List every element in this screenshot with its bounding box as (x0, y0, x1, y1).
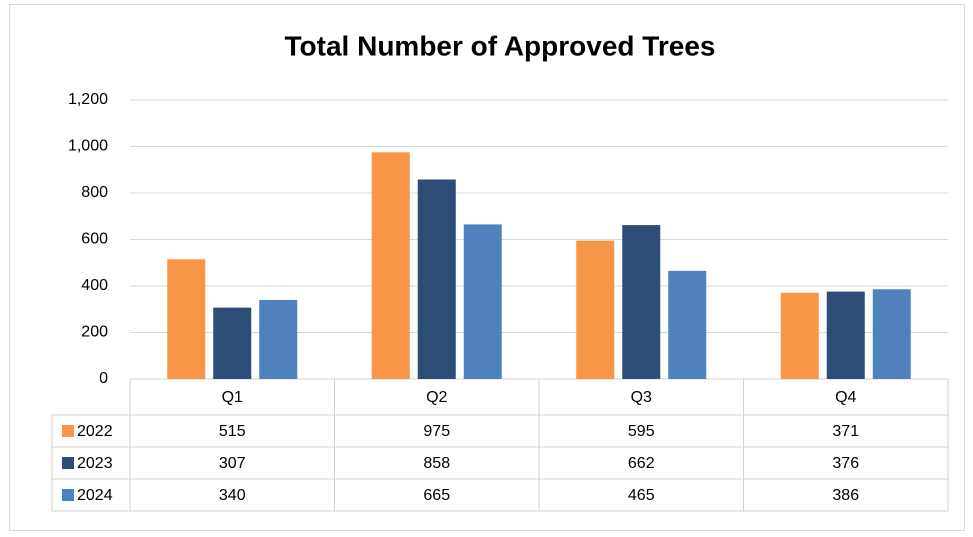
y-tick-label: 1,000 (68, 138, 108, 155)
y-tick-label: 0 (99, 370, 108, 387)
legend-key (62, 489, 74, 501)
table-value: 665 (423, 487, 450, 504)
bar (213, 307, 252, 379)
y-tick-label: 400 (81, 277, 108, 294)
y-tick-label: 1,200 (68, 91, 108, 108)
bar (668, 270, 707, 379)
x-tick-label: Q3 (631, 389, 652, 406)
table-value: 465 (628, 487, 655, 504)
legend-label: 2023 (77, 455, 113, 472)
table-value: 858 (423, 455, 450, 472)
bar (826, 291, 865, 379)
table-value: 376 (832, 455, 859, 472)
table-value: 386 (832, 487, 859, 504)
bar (780, 292, 819, 379)
bar (576, 240, 615, 379)
bar (167, 259, 206, 379)
bar (417, 179, 456, 379)
table-value: 371 (832, 423, 859, 440)
x-tick-label: Q1 (222, 389, 243, 406)
table-value: 595 (628, 423, 655, 440)
bar (463, 224, 502, 379)
table-value: 975 (423, 423, 450, 440)
table-value: 340 (219, 487, 246, 504)
bar (259, 299, 298, 379)
y-tick-label: 600 (81, 231, 108, 248)
table-value: 662 (628, 455, 655, 472)
y-tick-label: 200 (81, 324, 108, 341)
chart-title: Total Number of Approved Trees (285, 30, 716, 61)
x-tick-label: Q2 (426, 389, 447, 406)
bar (622, 225, 661, 379)
y-tick-label: 800 (81, 184, 108, 201)
legend-key (62, 457, 74, 469)
table-value: 307 (219, 455, 246, 472)
legend-label: 2024 (77, 487, 113, 504)
bar (371, 152, 410, 379)
bar (872, 289, 911, 379)
x-tick-label: Q4 (835, 389, 856, 406)
legend-key (62, 425, 74, 437)
legend-label: 2022 (77, 423, 113, 440)
table-value: 515 (219, 423, 246, 440)
